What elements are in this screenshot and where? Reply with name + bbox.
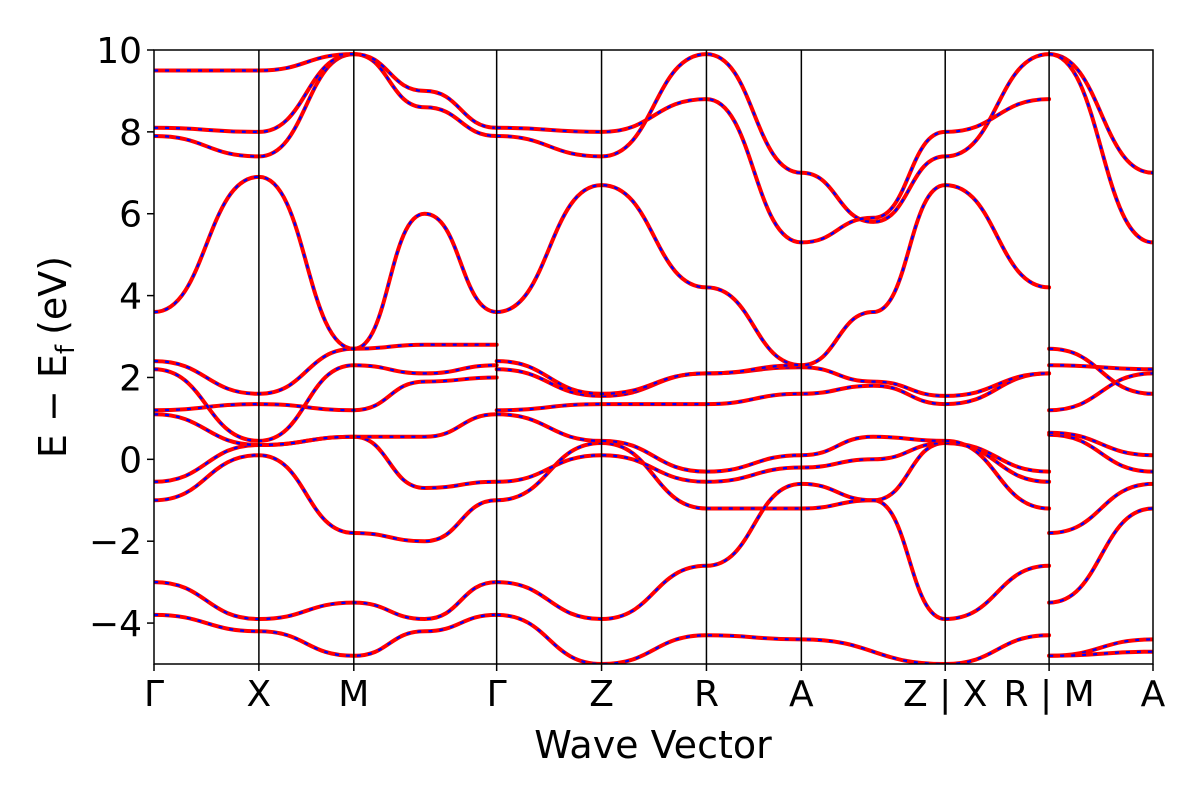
- band-line-red: [943, 371, 1052, 398]
- band-line-blue: [1049, 650, 1153, 657]
- band-line-blue: [496, 183, 946, 367]
- x-tick-label: Z: [589, 674, 614, 715]
- band-line-red: [943, 563, 1052, 621]
- band-line-red: [494, 52, 948, 224]
- band-line-blue: [1049, 433, 1153, 473]
- band-line-red: [1047, 481, 1153, 535]
- band-line-red: [943, 183, 1052, 290]
- band-line-blue: [496, 482, 946, 621]
- y-tick-label: 10: [96, 31, 142, 72]
- band-line-blue: [496, 613, 946, 664]
- band-line-blue: [945, 372, 1050, 406]
- band-line-blue: [154, 364, 497, 443]
- y-tick-label: 4: [119, 277, 142, 318]
- band-line-red: [494, 612, 948, 664]
- band-line-red: [943, 52, 1052, 159]
- band-line-red: [154, 52, 499, 134]
- band-line-blue: [1049, 372, 1153, 412]
- y-tick-label: 2: [119, 358, 142, 399]
- band-line-red: [943, 438, 1052, 511]
- band-line-blue: [1049, 482, 1153, 535]
- band-line-blue: [945, 98, 1050, 133]
- x-tick-label: Γ: [487, 674, 507, 715]
- band-line-red: [154, 612, 499, 658]
- band-line-red: [943, 441, 1052, 474]
- band-line-blue: [945, 439, 1050, 510]
- band-line-red: [494, 441, 948, 484]
- band-line-blue: [154, 413, 497, 447]
- band-line-red: [494, 481, 948, 622]
- band-line-blue: [154, 343, 497, 395]
- x-tick-label: Z | X: [903, 674, 987, 715]
- band-line-red: [494, 183, 948, 368]
- band-line-blue: [496, 366, 946, 398]
- band-line-red: [154, 412, 499, 448]
- band-line-blue: [945, 372, 1050, 397]
- y-tick-label: 6: [119, 195, 142, 236]
- y-axis-label-main: E − E: [31, 354, 75, 458]
- x-tick-label: R: [694, 674, 719, 715]
- band-line-blue: [945, 184, 1050, 289]
- band-line-blue: [1049, 347, 1153, 395]
- band-line-blue: [154, 53, 354, 72]
- x-tick-label: A: [1141, 674, 1166, 715]
- band-line-red: [943, 371, 1052, 407]
- band-line-blue: [945, 53, 1050, 158]
- band-line-red: [154, 174, 499, 351]
- band-line-blue: [1049, 431, 1153, 457]
- band-line-blue: [154, 613, 497, 657]
- band-line-blue: [154, 175, 497, 350]
- band-line-red: [494, 440, 948, 511]
- band-line-blue: [154, 454, 497, 543]
- band-line-blue: [496, 360, 802, 395]
- band-line-red: [154, 342, 499, 396]
- y-axis-label: E − Ef (eV): [31, 256, 81, 458]
- x-axis-label: Wave Vector: [534, 723, 772, 767]
- band-line-blue: [496, 441, 946, 510]
- band-line-red: [1047, 52, 1153, 175]
- bands-layer: [154, 52, 1153, 664]
- y-axis: −4 −2 0 2 4 6 8 10: [89, 31, 154, 645]
- y-axis-label-sub: f: [51, 344, 81, 354]
- y-axis-label-unit: (eV): [31, 256, 75, 335]
- band-line-red: [154, 453, 499, 544]
- band-line-red: [943, 633, 1052, 664]
- band-line-blue: [496, 52, 946, 224]
- kpoint-lines: [258, 50, 1050, 664]
- band-line-red: [494, 383, 948, 413]
- x-tick-label: A: [789, 674, 814, 715]
- x-tick-label: X: [247, 674, 272, 715]
- y-tick-label: 8: [119, 113, 142, 154]
- band-line-blue: [1049, 364, 1153, 371]
- band-line-blue: [1049, 53, 1153, 244]
- band-line-blue: [945, 441, 1050, 483]
- band-line-blue: [154, 52, 497, 158]
- y-tick-label: 0: [119, 440, 142, 481]
- x-tick-label: R | M: [1004, 674, 1095, 715]
- y-tick-label: −4: [89, 604, 142, 645]
- x-tick-label: Γ: [144, 674, 164, 715]
- y-tick-label: −2: [89, 522, 142, 563]
- band-line-red: [1047, 506, 1153, 605]
- band-line-red: [154, 375, 499, 413]
- x-tick-label: M: [338, 674, 369, 715]
- plot-frame: [153, 49, 1154, 665]
- x-axis: Γ X M Γ Z R A Z | X R | M A: [144, 664, 1166, 715]
- band-line-red: [494, 412, 948, 474]
